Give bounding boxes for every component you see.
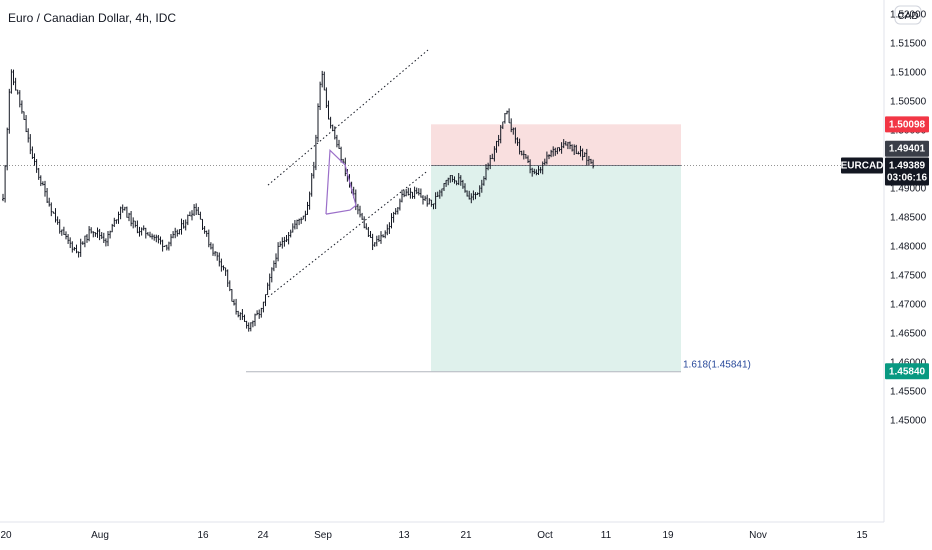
symbol-badge: EURCAD [841, 157, 884, 174]
time-tick-label: 19 [662, 530, 674, 541]
price-tick-label: 1.46000 [890, 358, 927, 369]
time-tick-label: 20 [0, 530, 12, 541]
price-tick-label: 1.47000 [890, 300, 927, 311]
triangle-pattern[interactable] [325, 148, 357, 215]
price-tick-label: 1.51000 [890, 68, 927, 79]
price-tick-label: 1.46500 [890, 329, 927, 340]
currency-button-label: CAD [897, 11, 918, 22]
chart-title: Euro / Canadian Dollar, 4h, IDC [8, 11, 176, 25]
time-tick-label: Nov [749, 530, 767, 541]
channel-upper-line[interactable] [267, 49, 429, 186]
price-tick-label: 1.47500 [890, 271, 927, 282]
time-tick-label: 11 [601, 530, 612, 541]
channel-lower-line[interactable] [267, 170, 429, 298]
fib-extension-label: 1.618(1.45841) [683, 359, 751, 370]
take-profit-zone[interactable] [431, 165, 681, 372]
price-tick-label: 1.48000 [890, 242, 927, 253]
time-tick-label: 16 [197, 530, 209, 541]
time-tick-label: Aug [91, 530, 109, 541]
time-tick-label: 21 [460, 530, 472, 541]
symbol-badge-text: EURCAD [841, 160, 884, 171]
time-tick-label: Oct [537, 530, 553, 541]
price-tick-label: 1.48500 [890, 213, 927, 224]
time-tick-label: 24 [257, 530, 269, 541]
last-price-badge-text: 03:06:16 [887, 172, 927, 183]
time-tick-label: 15 [856, 530, 868, 541]
stop-loss-zone[interactable] [431, 124, 681, 166]
time-axis[interactable]: 20 Aug 16 24 Sep 13 21 Oct 11 19 Nov 15 [0, 530, 868, 541]
price-tick-label: 1.51500 [890, 39, 927, 50]
time-tick-label: 13 [398, 530, 410, 541]
prev-close-badge-text: 1.49401 [889, 144, 926, 155]
time-tick-label: Sep [314, 530, 332, 541]
take-profit-badge-text: 1.45840 [889, 366, 926, 377]
candles-group [2, 69, 595, 332]
price-tick-label: 1.45500 [890, 387, 927, 398]
last-price-badge-text: 1.49389 [889, 160, 926, 171]
stop-loss-badge: 1.50098 [885, 116, 929, 133]
price-tick-label: 1.52000 [890, 10, 927, 21]
take-profit-badge: 1.45840 [885, 363, 929, 380]
stop-loss-badge-text: 1.50098 [889, 119, 926, 130]
currency-button[interactable]: CAD [894, 5, 922, 25]
price-tick-label: 1.45000 [890, 416, 927, 427]
price-tick-label: 1.49000 [890, 184, 927, 195]
price-tick-label: 1.50500 [890, 97, 927, 108]
prev-close-badge: 1.49401 [885, 140, 929, 157]
